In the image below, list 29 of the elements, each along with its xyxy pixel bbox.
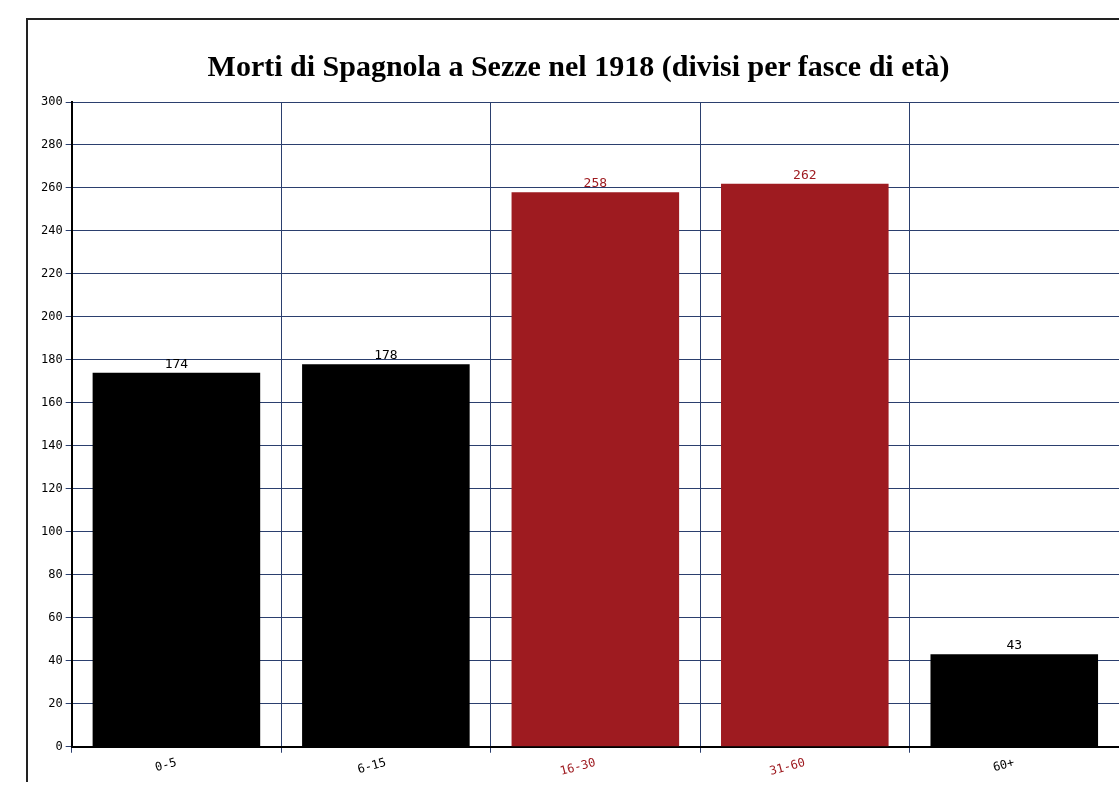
y-tick-label: 280 — [40, 137, 63, 152]
chart-title: Morti di Spagnola a Sezze nel 1918 (divisi per fasce di età) — [207, 48, 950, 83]
y-tick-label: 300 — [40, 94, 63, 109]
y-tick-label: 0 — [55, 738, 63, 753]
x-tick-label: 60+ — [991, 755, 1016, 775]
y-tick-label: 200 — [40, 309, 63, 324]
y-tick-label: 100 — [40, 523, 63, 538]
data-label: 178 — [374, 347, 398, 363]
x-tick-label: 16-30 — [558, 755, 597, 778]
y-tick-label: 80 — [48, 566, 63, 581]
data-label: 258 — [583, 175, 608, 191]
y-tick-label: 160 — [40, 395, 63, 409]
data-label: 262 — [793, 166, 817, 182]
y-tick-label: 240 — [40, 223, 63, 238]
y-tick-label: 140 — [40, 437, 63, 452]
y-tick-label: 120 — [40, 480, 63, 495]
data-label: 43 — [1006, 637, 1023, 653]
bar — [721, 183, 889, 747]
bar — [511, 192, 680, 747]
y-tick-label: 260 — [40, 180, 63, 195]
x-tick-label: 31-60 — [767, 755, 807, 778]
data-label: 174 — [164, 355, 189, 371]
x-tick-label: 6-15 — [355, 755, 388, 777]
x-tick-label: 0-5 — [153, 755, 178, 775]
y-tick-label: 60 — [48, 609, 63, 624]
y-tick-label: 180 — [40, 352, 63, 367]
y-tick-label: 40 — [48, 652, 63, 667]
y-tick-label: 220 — [40, 266, 63, 281]
y-tick-label: 20 — [48, 695, 63, 710]
